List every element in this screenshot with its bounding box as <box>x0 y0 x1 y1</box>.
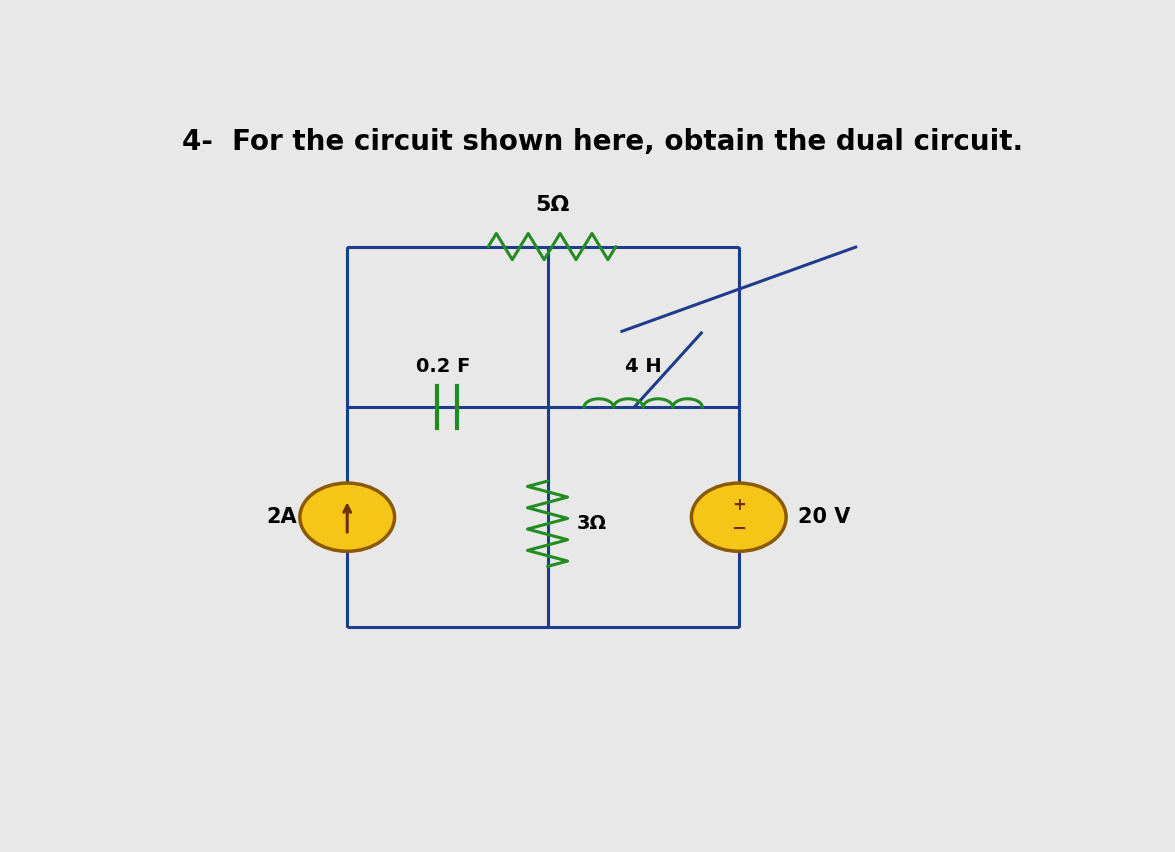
Circle shape <box>691 483 786 551</box>
Text: 2A: 2A <box>267 507 297 527</box>
Text: 4-  For the circuit shown here, obtain the dual circuit.: 4- For the circuit shown here, obtain th… <box>182 129 1022 157</box>
Text: 3Ω: 3Ω <box>577 515 606 533</box>
Circle shape <box>300 483 395 551</box>
Text: 4 H: 4 H <box>625 358 662 377</box>
Text: 20 V: 20 V <box>798 507 851 527</box>
Text: +: + <box>732 496 746 515</box>
Text: 0.2 F: 0.2 F <box>416 358 470 377</box>
Text: −: − <box>731 520 746 538</box>
Text: 5Ω: 5Ω <box>535 195 570 215</box>
